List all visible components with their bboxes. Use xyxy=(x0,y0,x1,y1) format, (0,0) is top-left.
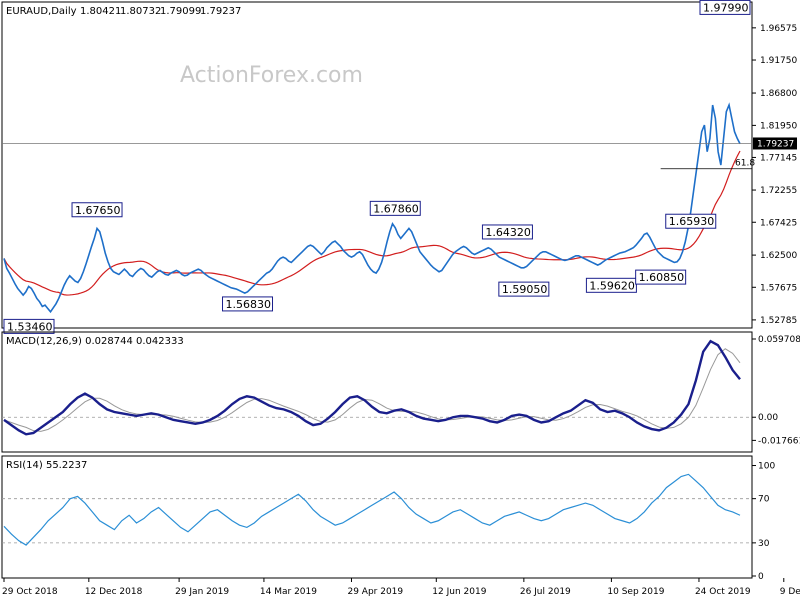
annotation-label: 1.64320 xyxy=(485,226,531,239)
price-y-tick-label: 1.81950 xyxy=(760,121,797,131)
moving-average-line xyxy=(3,150,741,296)
macd-y-axis: 0.059708 0.00 -0.017661 xyxy=(2,335,800,446)
macd-y-tick-label: 0.059708 xyxy=(758,335,800,345)
annotation-box xyxy=(699,0,751,15)
ohlc-low: 1.79099 xyxy=(160,6,201,17)
macd-series xyxy=(3,339,741,436)
last-price-box xyxy=(753,137,797,150)
x-tick-label: 26 Jul 2019 xyxy=(520,587,571,597)
fib-label: 61.8 xyxy=(735,159,755,169)
annotation-box xyxy=(3,318,55,334)
annotation-box xyxy=(481,224,533,240)
rsi-y-axis: 100 70 30 0 xyxy=(2,462,775,582)
rsi-series xyxy=(3,473,741,546)
annotation-box xyxy=(369,200,421,216)
macd-signal-line xyxy=(3,348,741,432)
annotation-label: 1.56830 xyxy=(226,298,271,311)
price-y-tick-label: 1.91750 xyxy=(760,56,797,66)
annotation-label: 1.59050 xyxy=(502,283,548,296)
watermark: ActionForex.com xyxy=(180,63,363,88)
x-tick-label: 9 Dec 2019 xyxy=(780,587,800,597)
macd-line xyxy=(3,339,741,436)
x-tick-label: 24 Oct 2019 xyxy=(695,587,751,597)
macd-y-tick-label: 0.00 xyxy=(758,413,778,423)
price-series xyxy=(3,102,741,314)
x-tick-label: 12 Jun 2019 xyxy=(432,587,486,597)
price-y-tick-label: 1.67425 xyxy=(760,218,797,228)
annotation-label: 1.53460 xyxy=(7,320,53,333)
annotation-label: 1.67860 xyxy=(373,202,419,215)
price-y-tick-label: 1.72255 xyxy=(760,186,797,196)
ohlc-open: 1.80421 xyxy=(80,6,121,17)
ohlc-close: 1.79237 xyxy=(200,6,241,17)
annotation-box xyxy=(585,277,637,293)
price-annotations: 1.53460 1.67650 1.56830 1.67860 1.64320 1.590… xyxy=(3,0,751,334)
price-close-line xyxy=(3,102,741,314)
x-tick-label: 10 Sep 2019 xyxy=(607,587,664,597)
macd-title: MACD(12,26,9) 0.028744 0.042333 xyxy=(6,336,184,347)
annotation-box xyxy=(635,269,687,285)
macd-panel: MACD(12,26,9) 0.028744 0.042333 0.059708… xyxy=(1,331,800,453)
rsi-y-tick-label: 30 xyxy=(758,539,770,549)
rsi-panel-frame xyxy=(1,455,753,579)
price-title: EURAUD,Daily xyxy=(6,6,77,17)
price-y-axis: 1.96575 1.91750 1.86800 1.81950 1.77145 1.722… xyxy=(752,24,797,326)
rsi-y-tick-label: 70 xyxy=(758,495,770,505)
x-tick-label: 12 Dec 2018 xyxy=(85,587,143,597)
annotation-box xyxy=(71,202,123,218)
price-y-tick-label: 1.86800 xyxy=(760,89,797,99)
price-y-tick-label: 1.96575 xyxy=(760,24,797,34)
macd-panel-frame xyxy=(1,331,753,453)
x-tick-label: 29 Apr 2019 xyxy=(347,587,403,597)
price-panel-frame xyxy=(1,1,753,329)
x-tick-label: 29 Jan 2019 xyxy=(175,587,229,597)
annotation-box xyxy=(222,296,274,312)
x-tick-label: 14 Mar 2019 xyxy=(260,587,317,597)
x-tick-label: 29 Oct 2018 xyxy=(2,587,58,597)
price-panel: ActionForex.com EURAUD,Daily 1.80421 1.8… xyxy=(1,0,797,334)
rsi-y-tick-label: 0 xyxy=(758,572,764,582)
annotation-label: 1.65930 xyxy=(669,215,715,228)
x-axis: 29 Oct 2018 12 Dec 2018 29 Jan 2019 14 Mar … xyxy=(2,578,800,597)
annotation-label: 1.59620 xyxy=(589,279,635,292)
annotation-box xyxy=(665,213,717,229)
annotation-box xyxy=(498,281,550,297)
price-y-tick-label: 1.52785 xyxy=(760,316,797,326)
rsi-panel: RSI(14) 55.2237 100 70 30 0 xyxy=(1,455,775,582)
annotation-label: 1.67650 xyxy=(75,204,121,217)
rsi-line xyxy=(3,473,741,546)
annotation-label: 1.97990 xyxy=(703,1,749,14)
price-y-tick-label: 1.62500 xyxy=(760,251,797,261)
macd-y-tick-label: -0.017661 xyxy=(758,436,800,446)
ohlc-high: 1.80732 xyxy=(120,6,161,17)
price-y-tick-label: 1.77145 xyxy=(760,153,797,163)
rsi-title: RSI(14) 55.2237 xyxy=(6,460,87,471)
price-y-tick-label: 1.57675 xyxy=(760,283,797,293)
annotation-label: 1.60850 xyxy=(639,271,685,284)
rsi-y-tick-label: 100 xyxy=(758,462,775,472)
last-price-label: 1.79237 xyxy=(757,139,794,149)
